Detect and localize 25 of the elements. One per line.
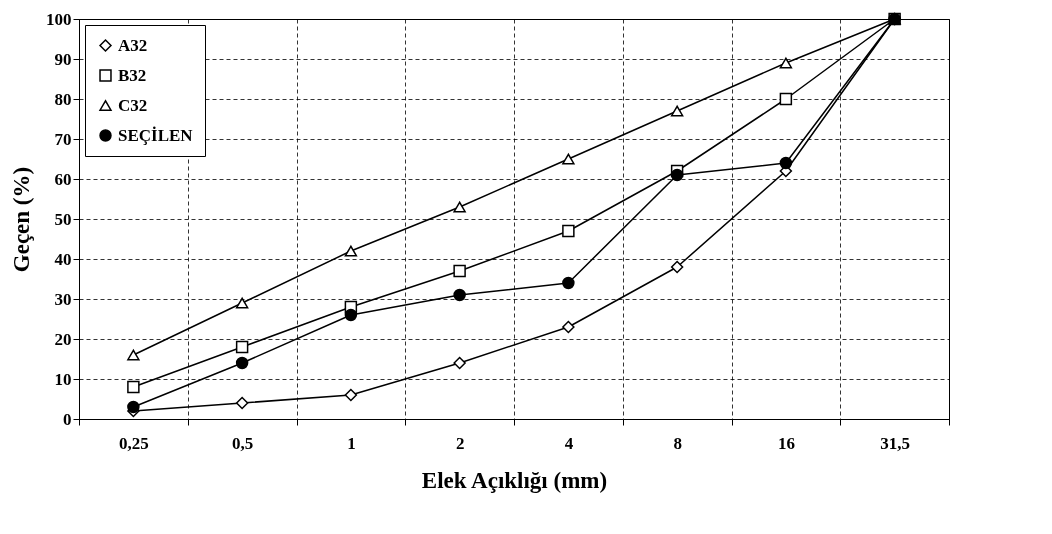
legend-label: SEÇİLEN: [118, 125, 194, 145]
x-tick-label: 1: [347, 433, 356, 453]
y-tick-label: 0: [63, 409, 72, 429]
y-tick-label: 90: [54, 49, 72, 69]
x-tick-label: 8: [673, 433, 682, 453]
x-tick-label: 0,25: [119, 433, 149, 453]
legend-label: C32: [118, 95, 148, 115]
legend-label: A32: [118, 35, 148, 55]
x-tick-label: 2: [455, 433, 465, 453]
y-tick-label: 50: [54, 209, 72, 229]
legend-label: B32: [118, 65, 147, 85]
y-tick-label: 20: [54, 329, 72, 349]
y-tick-label: 30: [54, 289, 72, 309]
x-tick-label: 31,5: [880, 433, 910, 453]
y-tick-label: 100: [46, 9, 72, 29]
y-tick-label: 80: [54, 89, 72, 109]
x-tick-label: 4: [564, 433, 574, 453]
x-axis-title: Elek Açıklığı (mm): [421, 467, 608, 493]
y-tick-label: 10: [54, 369, 72, 389]
y-tick-label: 70: [54, 129, 72, 149]
x-tick-label: 16: [777, 433, 795, 453]
x-tick-label: 0,5: [232, 433, 254, 453]
y-axis-title: Geçen (%): [9, 166, 34, 273]
y-tick-label: 60: [54, 169, 72, 189]
y-tick-label: 40: [54, 249, 72, 269]
